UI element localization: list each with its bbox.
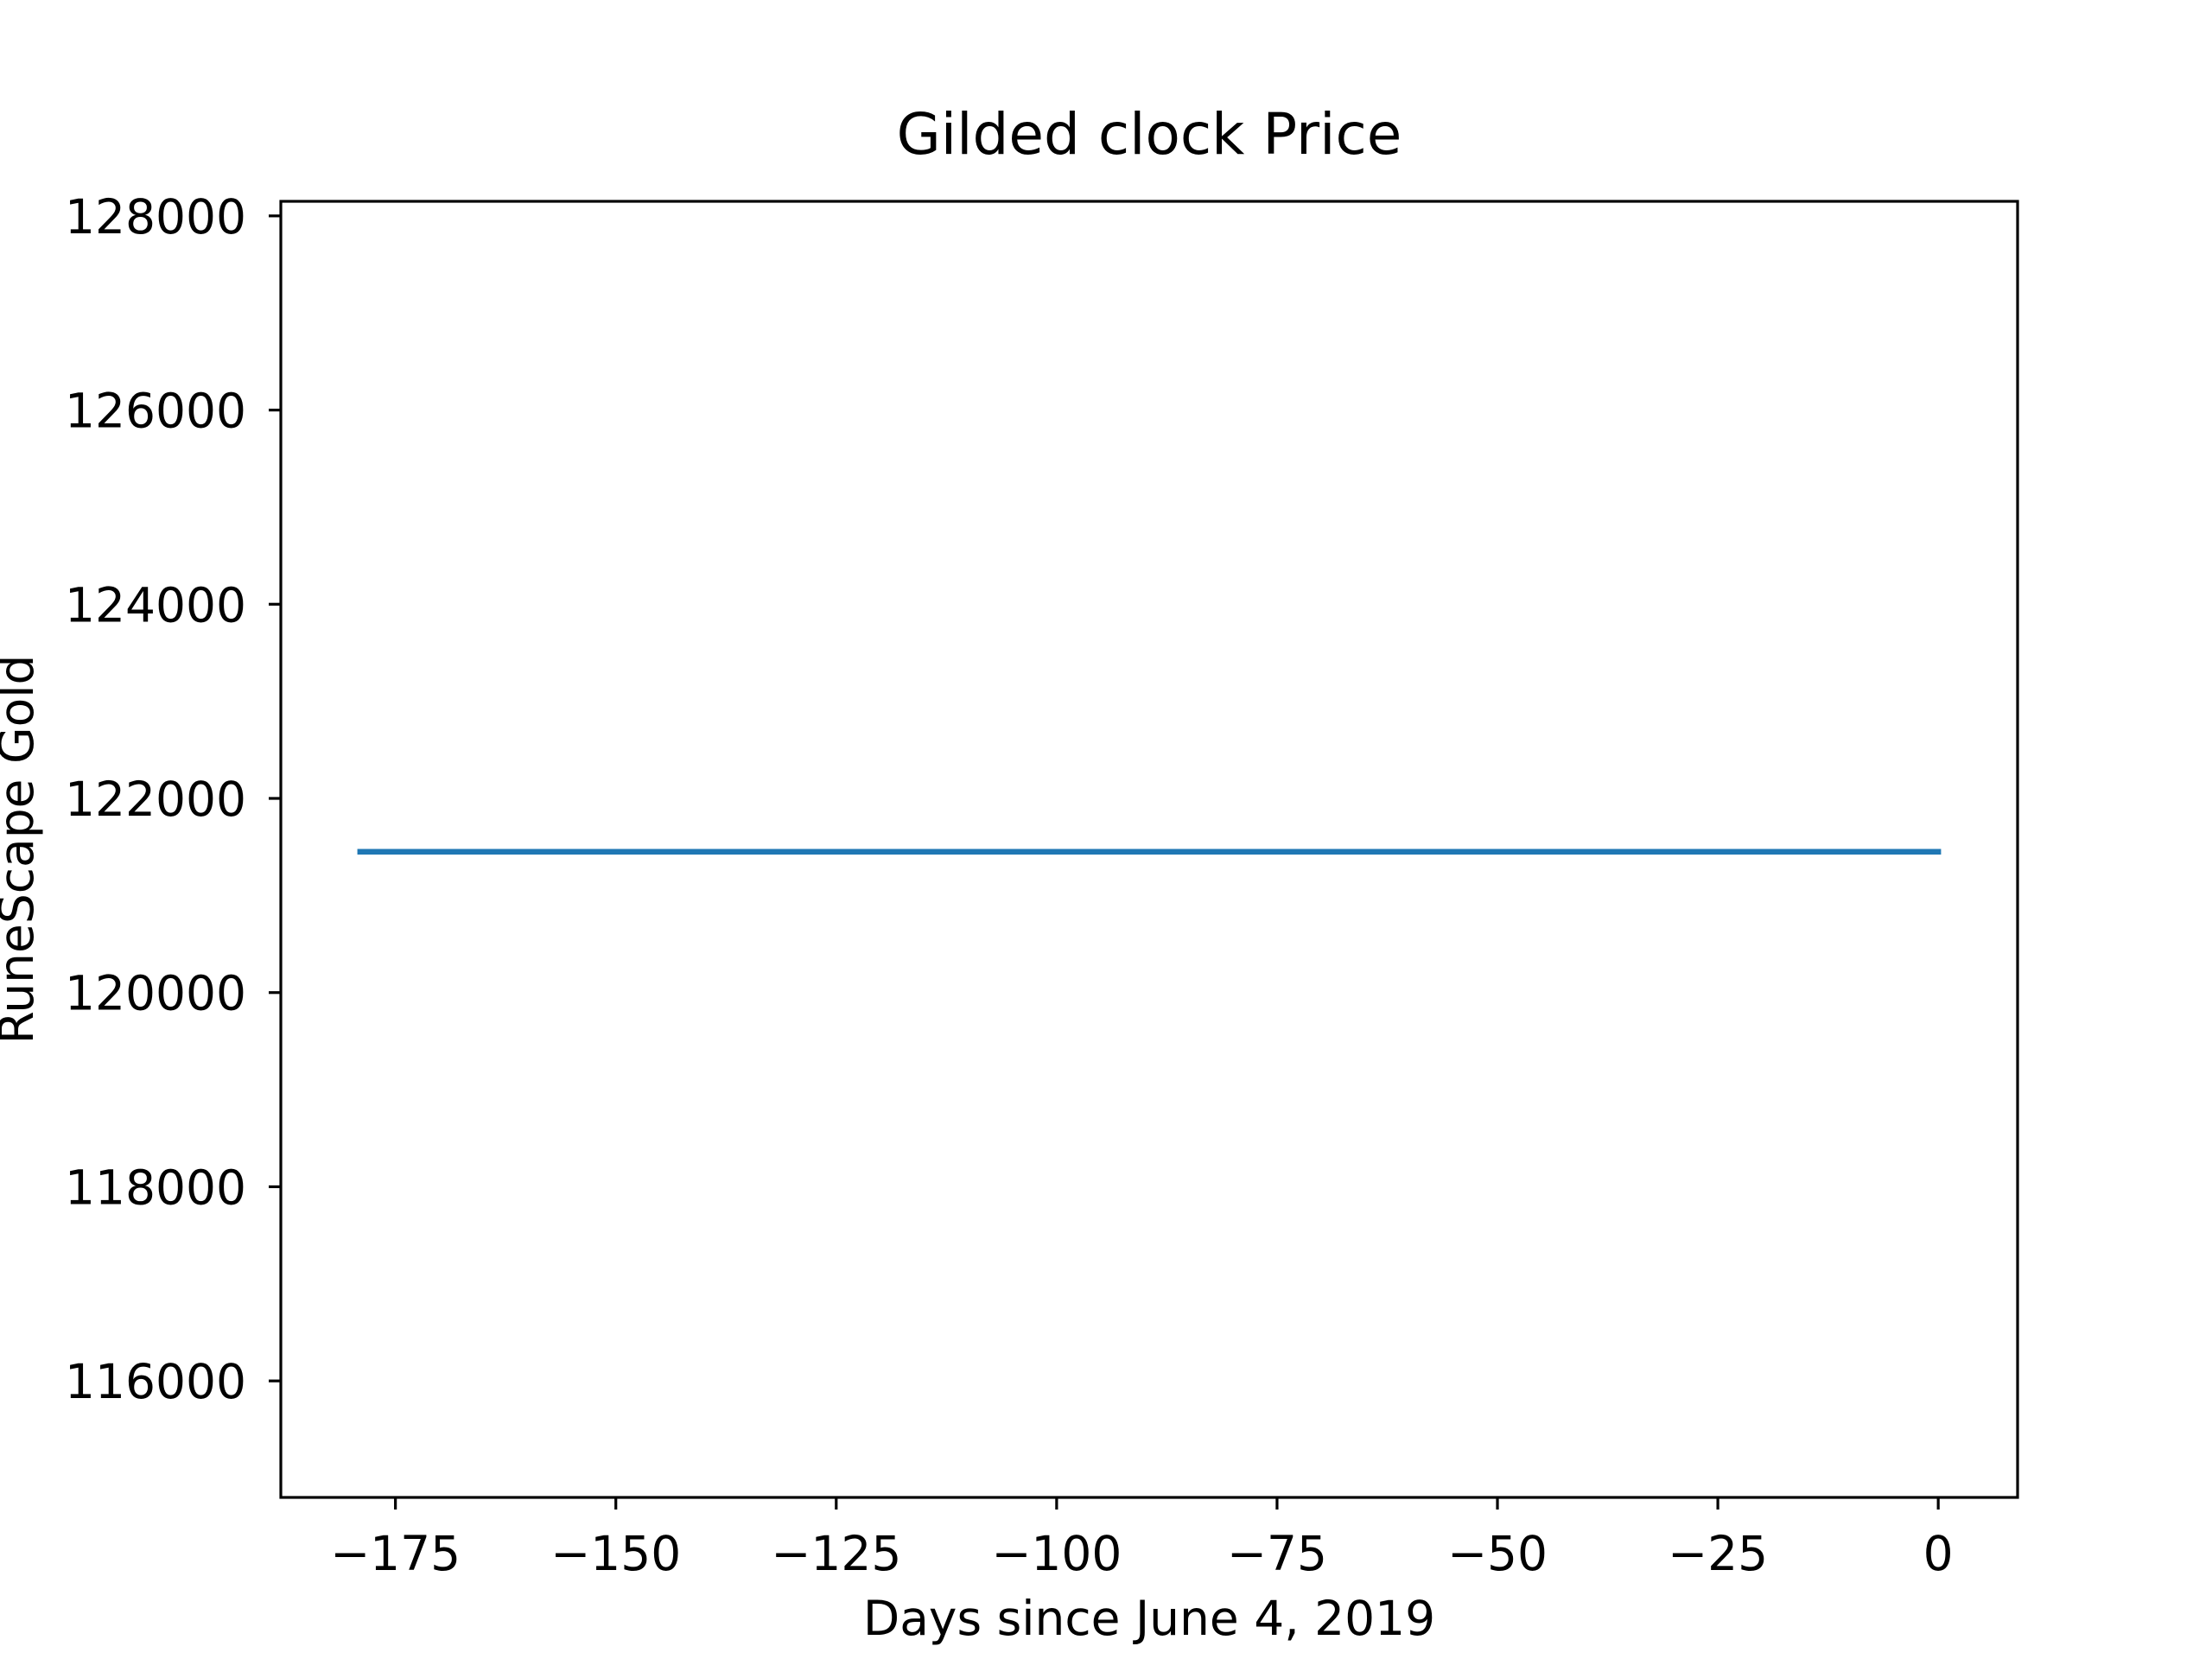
x-axis-ticks: −175 −150 −125 −100 −75 −50 −25 0 (330, 1497, 1954, 1581)
x-tick-label: −150 (550, 1526, 681, 1581)
x-tick-label: −75 (1227, 1526, 1327, 1581)
x-tick-label: −175 (330, 1526, 461, 1581)
x-axis-label: Days since June 4, 2019 (863, 1591, 1435, 1646)
y-tick-label: 122000 (65, 772, 246, 827)
y-tick-label: 120000 (65, 966, 246, 1021)
y-axis-ticks: 116000 118000 120000 122000 124000 126000 1280… (65, 189, 281, 1409)
y-tick-label: 118000 (65, 1160, 246, 1215)
chart-title: Gilded clock Price (897, 101, 1402, 168)
x-tick-label: −50 (1447, 1526, 1548, 1581)
y-tick-label: 126000 (65, 384, 246, 439)
x-tick-label: −125 (771, 1526, 901, 1581)
y-tick-label: 116000 (65, 1354, 246, 1409)
x-tick-label: 0 (1923, 1526, 1954, 1581)
plot-frame (279, 200, 2019, 1499)
x-tick-label: −100 (991, 1526, 1122, 1581)
y-tick-label: 128000 (65, 189, 246, 245)
y-tick-label: 124000 (65, 577, 246, 632)
y-axis-label: RuneScape Gold (0, 655, 44, 1045)
x-tick-label: −25 (1668, 1526, 1768, 1581)
